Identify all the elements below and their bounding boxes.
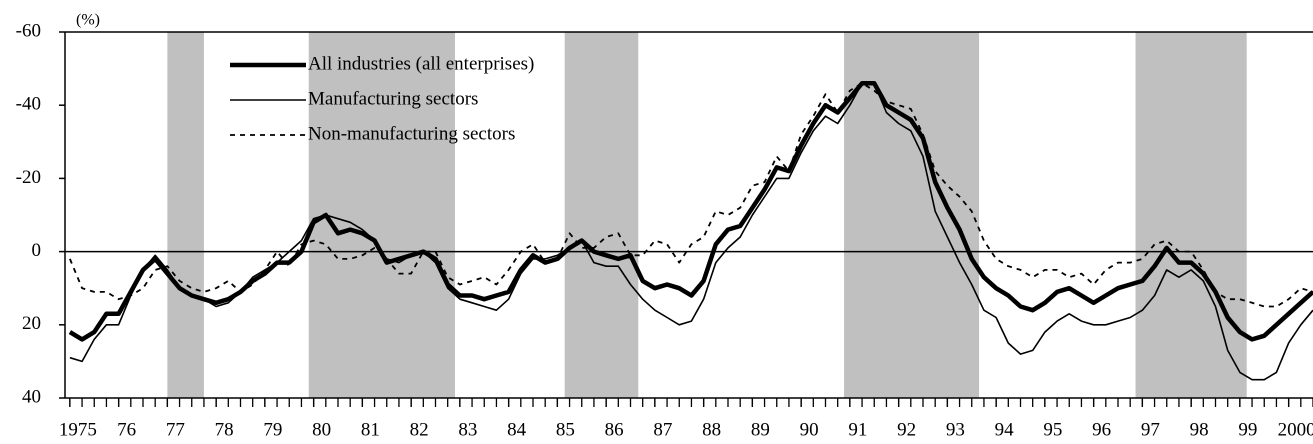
x-tick-label: 83 [458, 419, 477, 440]
x-tick-label: 2000 [1278, 419, 1313, 440]
x-tick-label: 1975 [59, 419, 97, 440]
x-tick-label: 88 [702, 419, 721, 440]
x-tick-label: 98 [1190, 419, 1209, 440]
x-tick-label: 95 [1043, 419, 1062, 440]
x-tick-label: 92 [897, 419, 916, 440]
x-tick-label: 84 [507, 419, 527, 440]
shaded-period [1135, 32, 1247, 398]
x-tick-label: 96 [1092, 419, 1111, 440]
x-tick-label: 80 [312, 419, 331, 440]
x-tick-label: 78 [215, 419, 234, 440]
y-tick-label: 40 [22, 386, 41, 407]
x-tick-label: 97 [1141, 419, 1160, 440]
legend-label: Non-manufacturing sectors [308, 123, 515, 144]
x-tick-label: 79 [263, 419, 282, 440]
x-tick-label: 82 [410, 419, 429, 440]
x-tick-label: 94 [995, 419, 1015, 440]
y-tick-label: -20 [16, 167, 41, 188]
shaded-period [308, 32, 455, 398]
x-tick-label: 87 [653, 419, 672, 440]
x-tick-label: 81 [361, 419, 380, 440]
shaded-period [167, 32, 204, 398]
series-line [69, 82, 1313, 381]
series-line [68, 80, 1313, 342]
y-tick-label: -40 [16, 94, 41, 115]
x-tick-label: 89 [751, 419, 770, 440]
legend-label: Manufacturing sectors [308, 88, 478, 109]
legend-label: All industries (all enterprises) [308, 53, 534, 74]
shaded-period [844, 32, 980, 398]
x-tick-label: 93 [946, 419, 965, 440]
x-tick-label: 86 [605, 419, 624, 440]
shaded-period [564, 32, 639, 398]
y-tick-label: -60 [16, 20, 41, 41]
x-tick-label: 85 [556, 419, 575, 440]
y-axis-label: (%) [76, 12, 100, 29]
x-tick-label: 77 [166, 419, 185, 440]
y-tick-label: 0 [32, 240, 42, 261]
series-line [69, 82, 1313, 308]
x-tick-label: 99 [1238, 419, 1257, 440]
y-tick-label: 20 [22, 313, 41, 334]
x-tick-label: 90 [800, 419, 819, 440]
x-tick-label: 76 [117, 419, 136, 440]
x-tick-label: 91 [848, 419, 867, 440]
